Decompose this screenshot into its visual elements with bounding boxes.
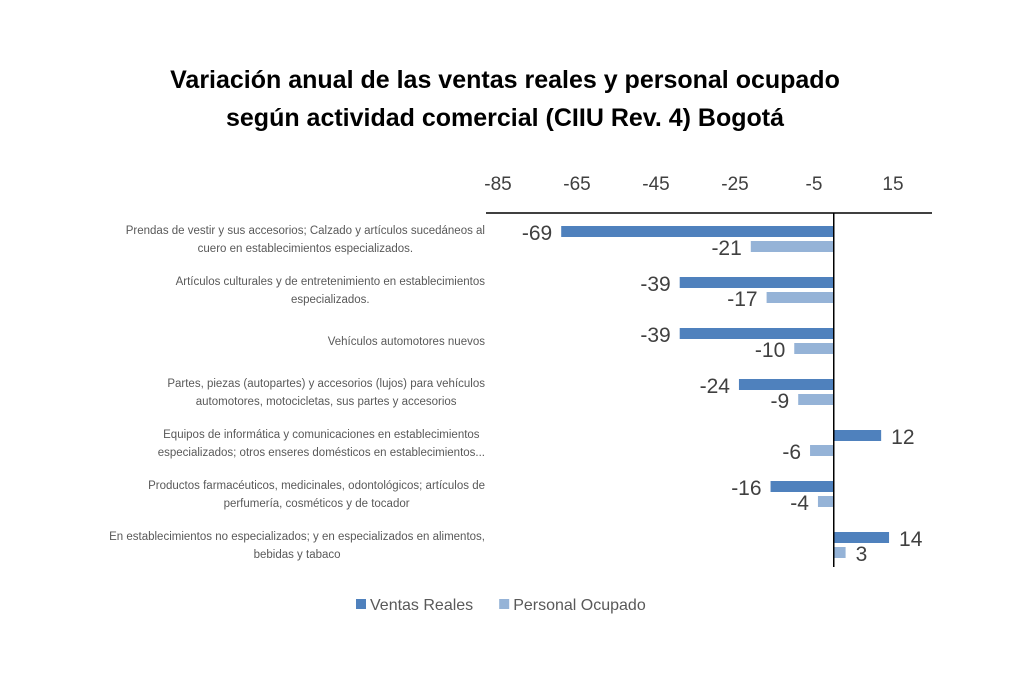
x-tick-label: -65 [563,174,590,195]
category-label: Partes, piezas (autopartes) y accesorios… [167,378,485,390]
legend-swatch [499,599,510,609]
data-label: -69 [522,222,552,245]
data-label: -39 [640,324,670,347]
category-label: perfumería, cosméticos y de tocador [224,498,410,510]
bar-ventas-reales [770,481,834,492]
category-label: automotores, motocicletas, sus partes y … [196,396,457,408]
bar-personal-ocupado [750,241,834,252]
legend-label: Personal Ocupado [513,597,646,614]
bar-ventas-reales [561,226,834,237]
data-label: -4 [790,492,809,515]
x-tick-label: 15 [882,174,903,195]
category-label: Prendas de vestir y sus accesorios; Calz… [126,225,485,237]
data-label: -21 [711,237,741,260]
bar-ventas-reales [679,328,834,339]
bar-personal-ocupado [833,547,846,558]
data-label: -16 [731,477,761,500]
category-label: especializados; otros enseres domésticos… [158,447,485,459]
bar-personal-ocupado [817,496,834,507]
x-tick-label: -85 [484,174,511,195]
legend-label: Ventas Reales [370,597,473,614]
chart-title-line-1: Variación anual de las ventas reales y p… [170,66,840,94]
category-label: Equipos de informática y comunicaciones … [163,429,480,441]
category-label: Productos farmacéuticos, medicinales, od… [148,480,485,492]
bar-personal-ocupado [794,343,834,354]
bar-personal-ocupado [798,394,834,405]
bar-personal-ocupado [766,292,834,303]
category-label: Artículos culturales y de entretenimient… [176,276,486,288]
data-label: -10 [755,339,785,362]
data-label: -9 [771,390,790,413]
data-label: 3 [856,543,868,566]
x-tick-label: -25 [721,174,748,195]
chart-title-line-2: según actividad comercial (CIIU Rev. 4) … [226,104,784,132]
bar-ventas-reales [833,532,890,543]
x-tick-label: -45 [642,174,669,195]
category-label: bebidas y tabaco [254,549,341,561]
data-label: 14 [899,528,923,551]
data-label: -39 [640,273,670,296]
category-label: En establecimientos no especializados; y… [109,531,485,543]
data-label: -6 [782,441,801,464]
data-label: -17 [727,288,757,311]
bar-personal-ocupado [810,445,834,456]
category-label: cuero en establecimientos especializados… [198,243,413,255]
bar-ventas-reales [833,430,882,441]
bar-ventas-reales [679,277,834,288]
data-label: 12 [891,426,914,449]
x-tick-label: -5 [806,174,823,195]
legend-swatch [356,599,366,609]
bar-ventas-reales [738,379,834,390]
data-label: -24 [700,375,731,398]
category-label: Vehículos automotores nuevos [328,336,486,348]
category-label: especializados. [291,294,370,306]
